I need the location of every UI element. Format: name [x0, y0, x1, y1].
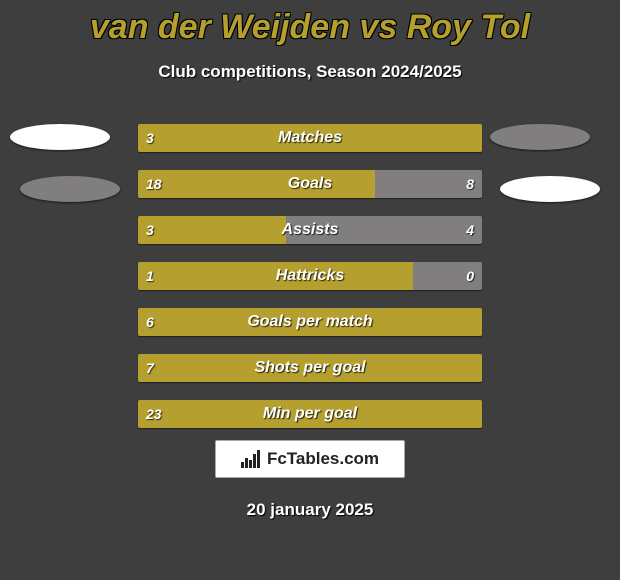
bar-right-value: 4: [466, 222, 474, 238]
bars-icon: [241, 450, 263, 468]
bar-left-value: 23: [146, 406, 162, 422]
stat-bar: 7Shots per goal: [138, 354, 482, 382]
page-title: van der Weijden vs Roy Tol: [0, 8, 620, 47]
bar-left-value: 6: [146, 314, 154, 330]
ellipse-right-top: [490, 124, 590, 150]
bar-left-segment: [138, 354, 482, 382]
comparison-infographic: van der Weijden vs Roy Tol Club competit…: [0, 0, 620, 580]
stat-bar: 10Hattricks: [138, 262, 482, 290]
stat-bar: 34Assists: [138, 216, 482, 244]
branding-text: FcTables.com: [267, 449, 379, 469]
bar-left-segment: [138, 400, 482, 428]
ellipse-left-top: [10, 124, 110, 150]
date-text: 20 january 2025: [0, 500, 620, 520]
stat-bar: 6Goals per match: [138, 308, 482, 336]
bar-left-value: 3: [146, 222, 154, 238]
branding-box: FcTables.com: [215, 440, 405, 478]
bar-left-value: 1: [146, 268, 154, 284]
bar-left-segment: [138, 170, 375, 198]
bar-left-segment: [138, 216, 286, 244]
bar-right-segment: [286, 216, 482, 244]
bar-right-value: 0: [466, 268, 474, 284]
stat-bar: 23Min per goal: [138, 400, 482, 428]
ellipse-right-bottom: [500, 176, 600, 202]
bar-left-value: 3: [146, 130, 154, 146]
stat-bar: 188Goals: [138, 170, 482, 198]
bar-left-value: 18: [146, 176, 162, 192]
bar-right-value: 8: [466, 176, 474, 192]
bar-left-segment: [138, 124, 482, 152]
bar-left-segment: [138, 262, 413, 290]
bars-container: 3Matches188Goals34Assists10Hattricks6Goa…: [138, 124, 482, 446]
bar-left-value: 7: [146, 360, 154, 376]
subtitle: Club competitions, Season 2024/2025: [0, 62, 620, 82]
bar-left-segment: [138, 308, 482, 336]
ellipse-left-bottom: [20, 176, 120, 202]
stat-bar: 3Matches: [138, 124, 482, 152]
